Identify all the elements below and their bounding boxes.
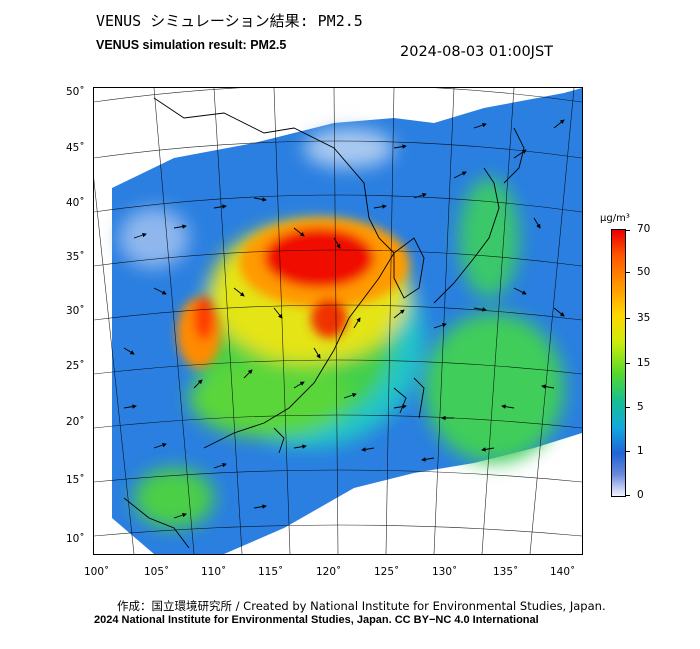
lat-tick-label: 15˚ <box>66 474 85 486</box>
pale-patch-west <box>119 208 189 268</box>
lon-tick-label: 135˚ <box>493 566 519 578</box>
lat-tick-label: 30˚ <box>66 305 85 317</box>
title-jp: VENUS シミュレーション結果: PM2.5 <box>96 12 363 30</box>
green-region-south <box>189 358 349 438</box>
lat-tick-label: 35˚ <box>66 251 85 263</box>
credit-line-1: 作成：国立環境研究所 / Created by National Institu… <box>117 599 606 613</box>
colorbar-label: 70 <box>637 223 651 235</box>
timestamp: 2024-08-03 01:00JST <box>400 44 554 60</box>
lon-tick-label: 110˚ <box>201 566 227 578</box>
graticule <box>94 88 582 554</box>
pm25-field <box>112 88 582 554</box>
lat-tick-label: 20˚ <box>66 416 85 428</box>
lat-tick-label: 50˚ <box>66 86 85 98</box>
colorbar-label: 50 <box>637 266 651 278</box>
colorbar-label: 15 <box>637 357 651 369</box>
lat-tick-label: 25˚ <box>66 360 85 372</box>
red-core-north-china <box>264 228 374 288</box>
colorbar-tick <box>625 451 630 452</box>
colorbar-tick <box>625 230 630 231</box>
red-core-yangtze <box>311 298 347 338</box>
title-en: VENUS simulation result: PM2.5 <box>96 38 287 52</box>
lon-tick-label: 100˚ <box>84 566 110 578</box>
lon-tick-label: 115˚ <box>258 566 284 578</box>
lon-tick-label: 125˚ <box>374 566 400 578</box>
lat-tick-label: 10˚ <box>66 533 85 545</box>
colorbar-label: 5 <box>637 401 644 413</box>
colorbar-tick <box>625 407 630 408</box>
license-line: 2024 National Institute for Environmenta… <box>94 614 539 626</box>
pale-patch-north <box>304 128 394 168</box>
map-svg <box>94 88 582 554</box>
wind-vectors <box>123 119 565 519</box>
colorbar-tick <box>625 272 630 273</box>
colorbar-label: 1 <box>637 445 644 457</box>
colorbar-tick <box>625 318 630 319</box>
lon-tick-label: 120˚ <box>316 566 342 578</box>
green-region-pacific <box>424 313 564 463</box>
lon-tick-label: 105˚ <box>144 566 170 578</box>
lat-tick-label: 40˚ <box>66 197 85 209</box>
colorbar-tick <box>625 495 630 496</box>
lon-tick-label: 140˚ <box>550 566 576 578</box>
colorbar-unit: μg/m³ <box>600 213 630 224</box>
lon-tick-label: 130˚ <box>432 566 458 578</box>
colorbar-label: 0 <box>637 489 644 501</box>
lat-tick-label: 45˚ <box>66 142 85 154</box>
colorbar-tick <box>625 363 630 364</box>
colorbar <box>611 229 626 497</box>
coastlines <box>123 97 525 549</box>
green-region-indochina <box>134 468 214 528</box>
red-core-sichuan <box>194 296 214 340</box>
map-panel[interactable] <box>93 87 583 555</box>
colorbar-label: 35 <box>637 312 651 324</box>
